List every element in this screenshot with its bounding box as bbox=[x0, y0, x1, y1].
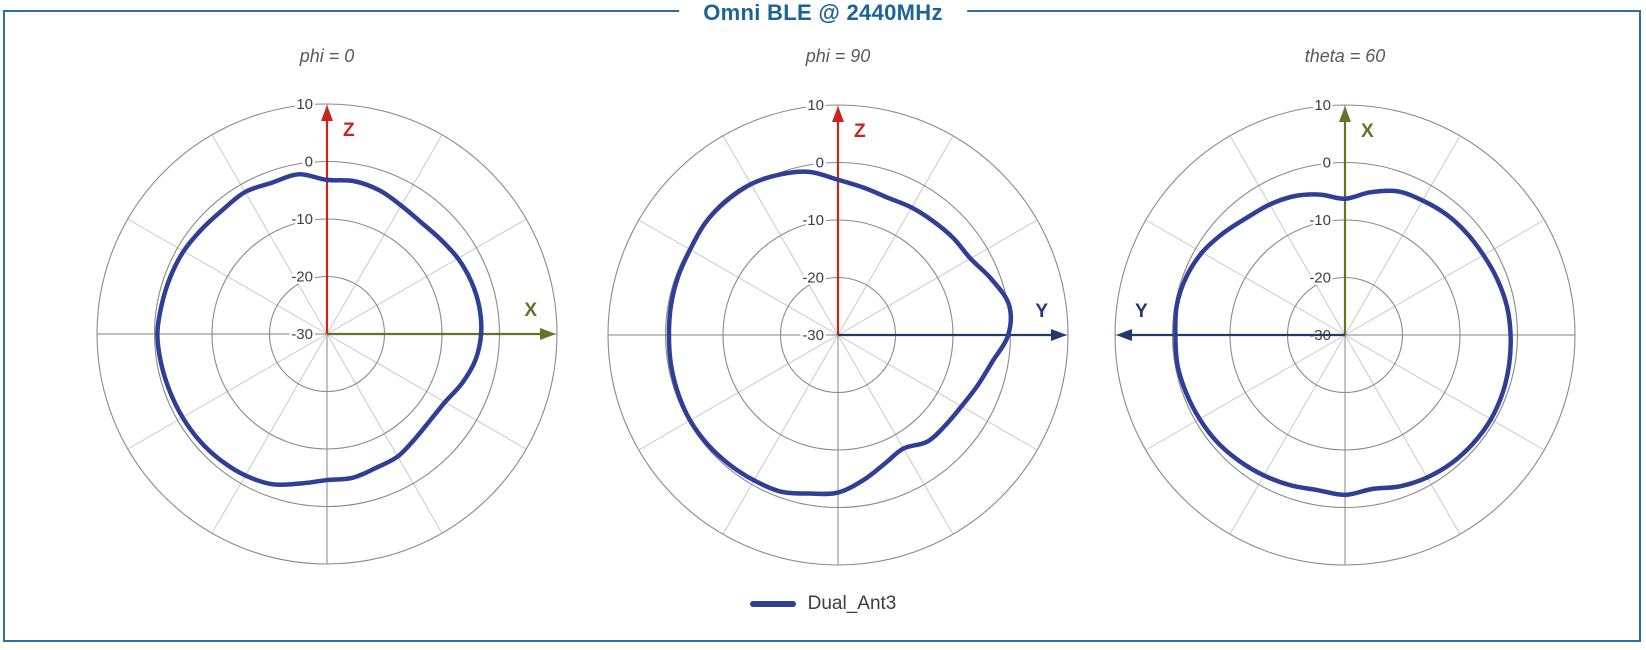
side-axis-label: Y bbox=[1135, 301, 1148, 322]
up-axis-label: Z bbox=[343, 120, 355, 141]
r-axis-tick-label: 10 bbox=[1314, 97, 1331, 114]
radiation-trace bbox=[155, 172, 484, 488]
up-axis-label: Z bbox=[854, 121, 866, 142]
legend: Dual_Ant3 bbox=[0, 593, 1646, 615]
r-axis-tick-label: 10 bbox=[807, 97, 824, 114]
legend-label: Dual_Ant3 bbox=[807, 593, 897, 614]
plot-title-phi-90: phi = 90 bbox=[805, 46, 871, 66]
up-axis-label: X bbox=[1361, 121, 1374, 142]
r-axis-tick-label: -30 bbox=[802, 327, 824, 344]
r-axis-tick-label: 0 bbox=[816, 155, 824, 172]
side-axis-label: Y bbox=[1035, 301, 1048, 322]
plot-title-phi-0: phi = 0 bbox=[299, 46, 355, 66]
r-axis-tick-label: -10 bbox=[1309, 212, 1331, 229]
r-axis-tick-label: -30 bbox=[291, 326, 313, 343]
side-axis-arrowhead bbox=[1051, 329, 1067, 341]
legend-swatch bbox=[749, 601, 796, 607]
r-axis-tick-label: 10 bbox=[296, 96, 313, 113]
r-axis-tick-label: -20 bbox=[1309, 270, 1331, 287]
r-axis-tick-label: -10 bbox=[291, 211, 313, 228]
radiation-trace bbox=[1173, 188, 1513, 498]
r-axis-tick-label: -20 bbox=[802, 270, 824, 287]
up-axis-arrowhead bbox=[832, 106, 844, 122]
r-axis-tick-label: -20 bbox=[291, 269, 313, 286]
grid-ring bbox=[1114, 104, 1576, 566]
up-axis-arrowhead bbox=[321, 105, 333, 121]
r-axis-tick-label: 0 bbox=[1323, 155, 1331, 172]
up-axis-arrowhead bbox=[1339, 106, 1351, 122]
radiation-trace bbox=[666, 169, 1013, 497]
grid-ring bbox=[96, 103, 558, 565]
side-axis-arrowhead bbox=[1116, 329, 1132, 341]
r-axis-tick-label: -10 bbox=[802, 212, 824, 229]
polar-plot-phi-0: 10 0 -10 -20 -30 Z X bbox=[96, 94, 558, 565]
plot-title-theta-60: theta = 60 bbox=[1304, 46, 1386, 66]
chart-title: Omni BLE @ 2440MHz bbox=[679, 0, 967, 26]
side-axis-arrowhead bbox=[540, 328, 556, 340]
polar-plot-phi-90: 10 0 -10 -20 -30 Z Y bbox=[607, 95, 1069, 566]
r-axis-tick-label: 0 bbox=[305, 154, 313, 171]
grid-ring bbox=[607, 104, 1069, 566]
side-axis-label: X bbox=[524, 300, 537, 321]
